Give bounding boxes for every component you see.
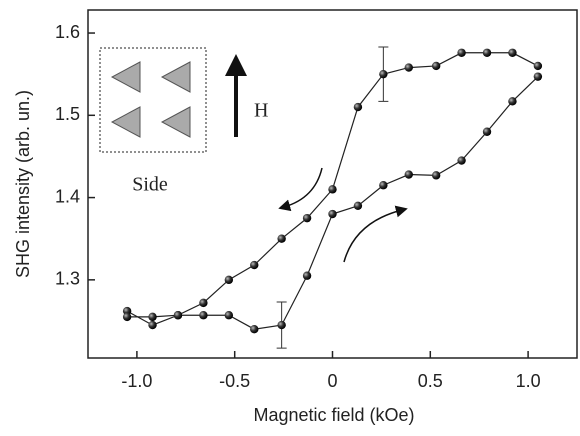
data-point [482, 48, 492, 57]
y-tick-label: 1.3 [55, 269, 80, 289]
data-point [302, 271, 312, 280]
data-point [277, 234, 286, 243]
data-point [328, 185, 337, 194]
data-point [482, 127, 492, 136]
data-point [457, 156, 466, 165]
data-point [224, 311, 234, 320]
data-point [404, 170, 413, 179]
data-point [173, 311, 183, 320]
x-tick-label: 0.5 [418, 371, 443, 391]
inset-frame [99, 47, 207, 153]
data-point [122, 306, 132, 316]
data-point [508, 97, 517, 106]
y-axis-label: SHG intensity (arb. un.) [13, 90, 33, 278]
x-tick-label: -0.5 [219, 371, 250, 391]
inset: Side H [99, 47, 268, 196]
sweep-arrow-down [278, 167, 323, 212]
data-point [457, 48, 466, 57]
x-tick-label: 1.0 [516, 371, 541, 391]
data-point [250, 325, 259, 334]
field-arrowhead [225, 54, 247, 76]
series-line [127, 52, 539, 318]
data-point [148, 320, 157, 330]
data-point [533, 61, 543, 71]
sweep-arrow-up [343, 205, 408, 263]
data-point [508, 48, 517, 57]
data-point [431, 61, 441, 71]
data-point [379, 69, 388, 79]
y-tick-label: 1.6 [55, 22, 80, 42]
data-point [353, 201, 363, 211]
data-point [431, 171, 441, 180]
data-point [302, 213, 312, 223]
data-point [250, 260, 259, 270]
data-point [277, 320, 286, 330]
data-point [533, 72, 543, 81]
data-point [199, 298, 208, 308]
x-tick-label: -1.0 [121, 371, 152, 391]
y-tick-label: 1.5 [55, 104, 80, 124]
x-axis-label: Magnetic field (kOe) [253, 405, 414, 425]
data-point [328, 209, 337, 219]
x-tick-label: 0 [327, 371, 337, 391]
data-point [379, 181, 388, 190]
data-point [224, 275, 234, 285]
data-point [122, 312, 132, 322]
data-point [148, 312, 157, 322]
data-point [199, 311, 208, 320]
triangles [110, 61, 191, 138]
data-point [404, 63, 413, 72]
y-tick-label: 1.4 [55, 186, 80, 206]
inset-label: Side [132, 174, 168, 196]
field-label: H [254, 100, 268, 122]
data-point [353, 102, 363, 112]
